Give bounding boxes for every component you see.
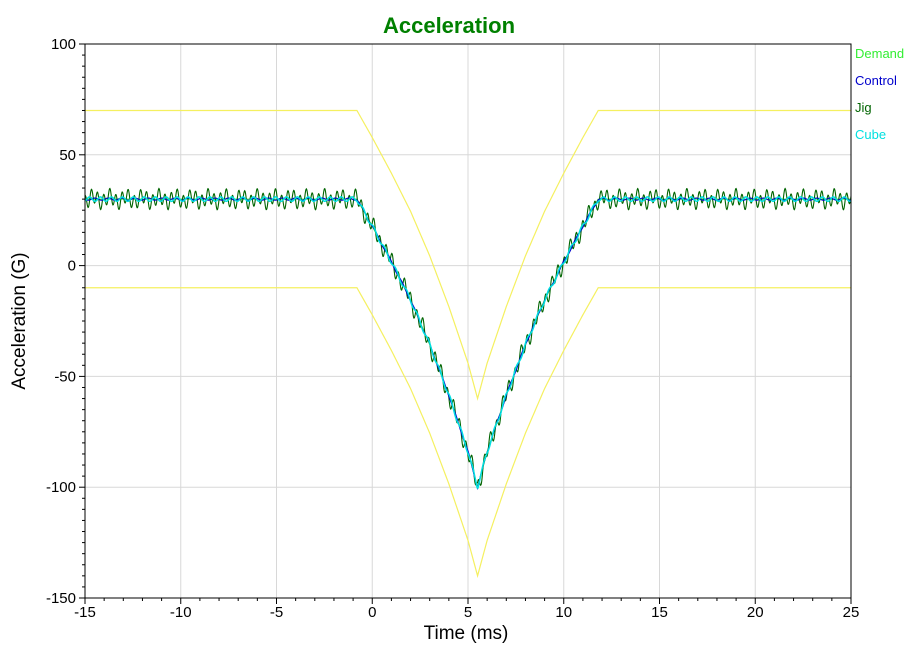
axis-ticks <box>79 43 852 604</box>
legend-entry-demand: Demand <box>855 46 904 61</box>
y-tick-label: 100 <box>51 36 76 53</box>
x-tick-label: -5 <box>270 604 283 621</box>
y-tick-label: 50 <box>59 147 76 164</box>
x-tick-label: -15 <box>74 604 96 621</box>
tolerance-bands <box>85 109 851 579</box>
tolerance-band-line <box>85 287 851 579</box>
legend: Demand Control Jig Cube <box>855 46 904 142</box>
y-tick-label: -150 <box>46 590 76 607</box>
x-tick-label: 20 <box>747 604 764 621</box>
y-axis-label: Acceleration (G) <box>9 252 30 389</box>
grid <box>85 44 851 598</box>
x-tick-label: 25 <box>843 604 860 621</box>
x-tick-label: 10 <box>555 604 572 621</box>
legend-entry-cube: Cube <box>855 127 886 142</box>
x-tick-label: 5 <box>464 604 472 621</box>
x-axis-label: Time (ms) <box>424 623 509 644</box>
chart-title: Acceleration <box>383 13 515 38</box>
y-tick-labels: -150 -100 -50 0 50 100 <box>46 36 76 607</box>
tolerance-band-line <box>85 109 851 401</box>
x-tick-label: -10 <box>170 604 192 621</box>
x-tick-labels: -15 -10 -5 0 5 10 15 20 25 <box>74 604 859 621</box>
y-tick-label: -100 <box>46 479 76 496</box>
legend-entry-control: Control <box>855 73 897 88</box>
x-tick-label: 0 <box>368 604 376 621</box>
series-lines <box>84 187 852 491</box>
legend-entry-jig: Jig <box>855 100 872 115</box>
x-tick-label: 15 <box>651 604 668 621</box>
y-tick-label: -50 <box>54 368 76 385</box>
series-line-cube <box>84 196 852 489</box>
y-tick-label: 0 <box>68 258 76 275</box>
